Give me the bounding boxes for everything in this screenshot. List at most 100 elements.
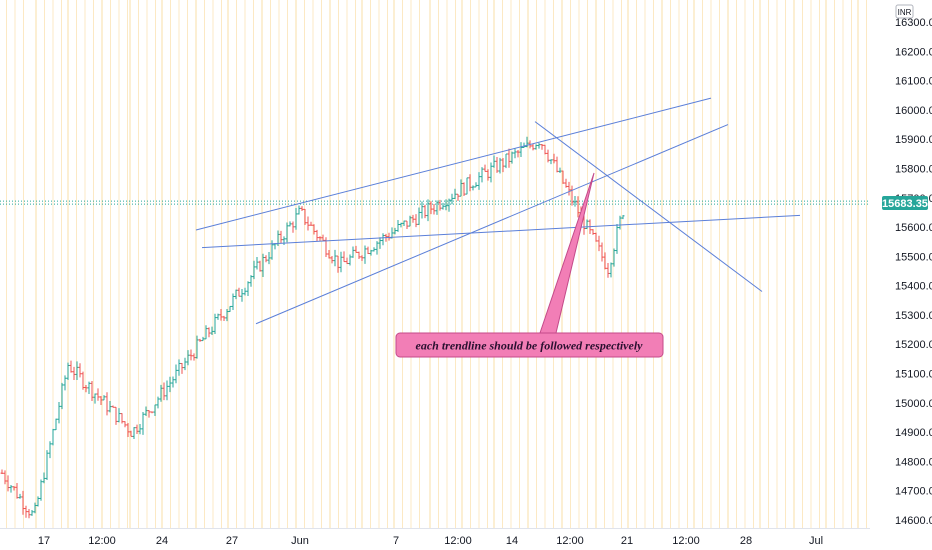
candle [162, 382, 166, 401]
candle [381, 233, 385, 246]
candle [480, 167, 484, 183]
candle [396, 220, 400, 232]
candle [147, 410, 151, 418]
y-tick-label: 15800.00 [895, 163, 932, 175]
candle [120, 413, 124, 424]
candle [369, 249, 373, 256]
candle [474, 182, 478, 188]
candle [312, 224, 316, 235]
callout-pointer [539, 172, 595, 334]
candle [138, 423, 142, 435]
candle [603, 252, 607, 270]
candle [51, 428, 55, 446]
candle [330, 255, 334, 264]
candle [477, 172, 481, 190]
candle [372, 247, 376, 252]
x-tick-label: 12:00 [444, 535, 472, 547]
candle [39, 479, 43, 501]
candle [159, 384, 163, 402]
candle [465, 177, 469, 195]
candle [243, 287, 247, 296]
candle [102, 395, 106, 401]
candle [117, 408, 121, 423]
y-tick-label: 15000.00 [895, 398, 932, 410]
candle [324, 237, 328, 257]
last-price-value: 15683.35 [882, 198, 928, 210]
candle [387, 232, 391, 241]
candle [366, 246, 370, 255]
candle [504, 153, 508, 169]
candle [36, 496, 40, 507]
candle [204, 325, 208, 340]
y-tick-label: 14900.00 [895, 427, 932, 439]
candle [486, 169, 490, 181]
candle [612, 248, 616, 267]
candle [585, 219, 589, 229]
currency-badge [895, 4, 914, 19]
currency-label: INR [898, 8, 912, 17]
candle [168, 376, 172, 393]
annotation-callout[interactable] [395, 332, 664, 358]
candle [609, 262, 613, 278]
trendlines[interactable] [195, 97, 801, 325]
candle [510, 151, 514, 164]
trendline-1 [195, 97, 712, 231]
candle [564, 178, 568, 188]
candle [321, 234, 325, 241]
candle [270, 240, 274, 260]
candle [363, 245, 367, 264]
candle [459, 179, 463, 197]
candle [594, 232, 598, 242]
candle [0, 469, 4, 475]
candle [339, 251, 343, 273]
y-tick-label: 16100.00 [895, 76, 932, 88]
candle [234, 289, 238, 300]
candle [309, 221, 313, 226]
candle [96, 388, 100, 401]
candle [3, 470, 7, 485]
x-tick-label: 7 [393, 535, 399, 547]
candle [288, 221, 292, 227]
candle [573, 195, 577, 207]
candle [27, 508, 31, 519]
candle [63, 375, 67, 391]
candle [111, 405, 115, 408]
candle [597, 235, 601, 252]
candle [540, 144, 544, 150]
candle [570, 185, 574, 206]
candle [255, 256, 259, 270]
candle [516, 150, 520, 158]
time-axis[interactable]: 17 12:00 24 27 Jun 7 12:00 14 12:00 21 12:00 28 Jul [0, 528, 870, 548]
candle [405, 220, 409, 230]
candle [336, 255, 340, 273]
trendline-2 [255, 124, 729, 325]
candle [198, 338, 202, 342]
candle [333, 249, 337, 267]
candle [9, 484, 13, 493]
candle [519, 142, 523, 157]
candle [600, 242, 604, 262]
candle [513, 148, 517, 159]
candle [135, 424, 139, 434]
y-tick-label: 16200.00 [895, 46, 932, 58]
candle [195, 335, 199, 359]
candle [240, 289, 244, 302]
candle [84, 384, 88, 393]
y-tick-label: 14600.00 [895, 515, 932, 527]
price-axis[interactable]: 14600.00 14700.00 14800.00 14900.00 15000.00… [870, 0, 932, 550]
candle [552, 153, 556, 164]
x-tick-label: 21 [621, 535, 633, 547]
candle [426, 199, 430, 222]
candle [327, 250, 331, 259]
candle [444, 199, 448, 211]
candle [141, 412, 145, 435]
candle [180, 362, 184, 374]
candle [129, 430, 133, 437]
candle [78, 363, 82, 378]
y-tick-label: 16300.00 [895, 17, 932, 29]
candlestick-series [0, 136, 625, 519]
candle [69, 360, 73, 373]
candle [429, 201, 433, 215]
candle [177, 359, 181, 376]
